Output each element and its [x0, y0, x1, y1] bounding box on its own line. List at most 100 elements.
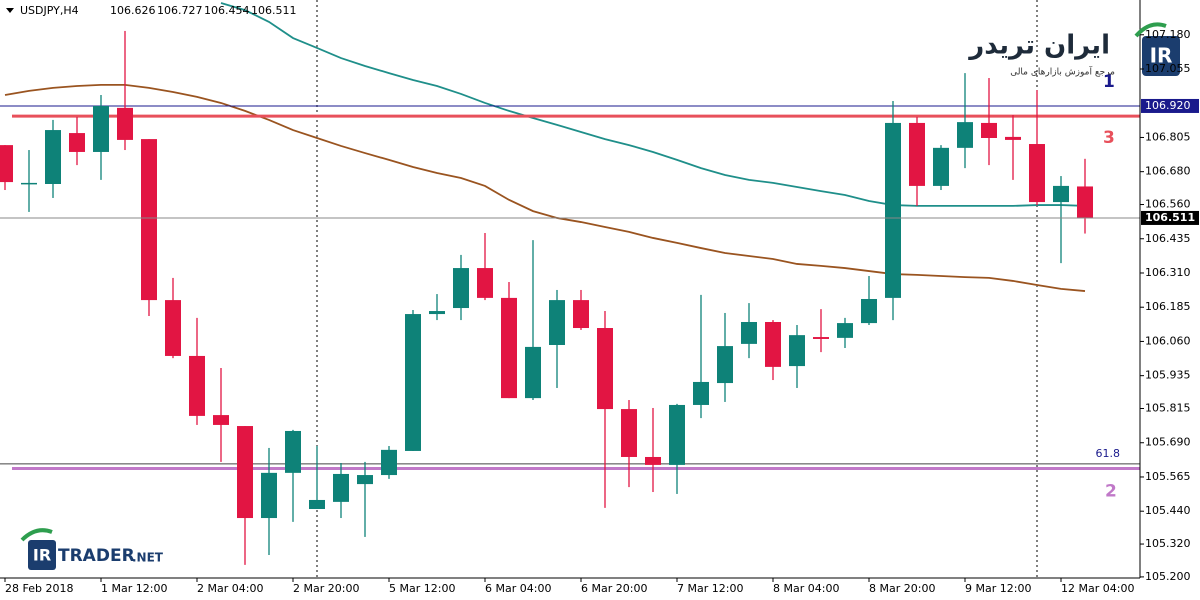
candle-body [117, 107, 133, 140]
header: USDJPY,H4 106.626 106.727 106.454 106.51… [6, 4, 297, 17]
y-tick-label: 106.680 [1145, 165, 1191, 178]
candle-body [477, 268, 493, 298]
ohlc-low: 106.454 [204, 4, 250, 17]
price-label-box [1141, 98, 1199, 113]
candle-body [405, 314, 421, 451]
candle-body [21, 182, 37, 185]
candle-body [909, 122, 925, 186]
watermark-net: .NET [132, 551, 164, 565]
x-tick-label: 28 Feb 2018 [5, 582, 73, 595]
x-tick-label: 6 Mar 20:00 [581, 582, 647, 595]
candle-body [285, 430, 301, 473]
candle-body [189, 355, 205, 416]
candle-body [789, 335, 805, 367]
x-tick-label: 1 Mar 12:00 [101, 582, 167, 595]
candle-body [573, 300, 589, 329]
candle-body [693, 381, 709, 405]
candle-body [1053, 185, 1069, 203]
logo-tagline: مرجع آموزش بازارهای مالی [1010, 66, 1115, 78]
candle-body [741, 321, 757, 344]
watermark-badge [28, 540, 56, 570]
y-tick-label: 106.060 [1145, 334, 1191, 347]
candle-body [1005, 136, 1021, 140]
candle-body [0, 145, 13, 183]
plot-area [0, 2, 1140, 565]
candle-body [237, 426, 253, 519]
y-tick-label: 105.935 [1145, 369, 1191, 382]
logo: ایران تریدر مرجع آموزش بازارهای مالی IR [967, 22, 1180, 78]
y-tick-label: 106.805 [1145, 130, 1191, 143]
candle-body [501, 297, 517, 399]
candle-body [645, 456, 661, 465]
candle-body [93, 105, 109, 152]
price-label: 106.920 [1145, 99, 1191, 112]
y-tick-label: 106.435 [1145, 232, 1191, 245]
current-price-label: 106.511 [1145, 211, 1195, 224]
y-tick-label: 105.200 [1145, 570, 1191, 583]
y-tick-label: 106.560 [1145, 198, 1191, 211]
y-tick-label: 107.055 [1145, 62, 1191, 75]
logo-mark: IR [1150, 44, 1173, 68]
candle-body [837, 323, 853, 338]
y-tick-label: 106.185 [1145, 300, 1191, 313]
y-tick-label: 105.440 [1145, 504, 1191, 517]
candle-body [1077, 186, 1093, 218]
current-price-box [1141, 210, 1199, 225]
watermark-trader: TRADER [58, 546, 135, 566]
candle-body [141, 139, 157, 301]
candle-body [933, 147, 949, 186]
watermark-ir: IR [33, 546, 51, 565]
y-tick-label: 105.565 [1145, 470, 1191, 483]
candle-body [885, 122, 901, 298]
x-tick-label: 7 Mar 12:00 [677, 582, 743, 595]
candle-body [669, 404, 685, 465]
candle-body [357, 475, 373, 485]
y-tick-label: 106.310 [1145, 266, 1191, 279]
candle-body [861, 298, 877, 324]
watermark: IR TRADER .NET [20, 528, 164, 570]
moving-average-line [4, 83, 1086, 292]
candle-body [549, 300, 565, 345]
level-annotation: 2 [1105, 481, 1117, 501]
candle-body [213, 415, 229, 425]
candle-body [621, 409, 637, 457]
candle-body [333, 473, 349, 502]
candle-body [69, 133, 85, 152]
x-tick-label: 2 Mar 04:00 [197, 582, 263, 595]
y-tick-label: 105.320 [1145, 537, 1191, 550]
x-tick-label: 5 Mar 12:00 [389, 582, 455, 595]
logo-badge [1142, 36, 1180, 76]
candle-body [45, 130, 61, 184]
candle-body [981, 122, 997, 138]
menu-arrow [6, 8, 14, 13]
ohlc-high: 106.727 [157, 4, 203, 17]
y-tick-label: 107.180 [1145, 28, 1191, 41]
x-tick-label: 8 Mar 20:00 [869, 582, 935, 595]
candle-body [957, 122, 973, 148]
logo-arc [1134, 22, 1167, 38]
candle-body [813, 337, 829, 339]
candle-body [525, 346, 541, 399]
symbol-title: USDJPY,H4 [20, 4, 79, 17]
x-tick-label: 6 Mar 04:00 [485, 582, 551, 595]
candle-body [309, 499, 325, 510]
candle-body [717, 346, 733, 384]
y-tick-label: 105.815 [1145, 402, 1191, 415]
ohlc-open: 106.626 [110, 4, 156, 17]
candle-body [429, 311, 445, 315]
candle-body [453, 268, 469, 309]
x-tick-label: 12 Mar 04:00 [1061, 582, 1134, 595]
candle-body [261, 472, 277, 519]
x-tick-label: 9 Mar 12:00 [965, 582, 1031, 595]
level-annotation: 3 [1103, 128, 1115, 148]
logo-name: ایران تریدر [967, 31, 1110, 61]
ohlc-close: 106.511 [251, 4, 297, 17]
watermark-arc [20, 528, 53, 542]
moving-average-line [220, 2, 1086, 207]
candle-body [165, 300, 181, 356]
y-tick-label: 105.690 [1145, 436, 1191, 449]
x-tick-label: 2 Mar 20:00 [293, 582, 359, 595]
candle-body [597, 328, 613, 410]
